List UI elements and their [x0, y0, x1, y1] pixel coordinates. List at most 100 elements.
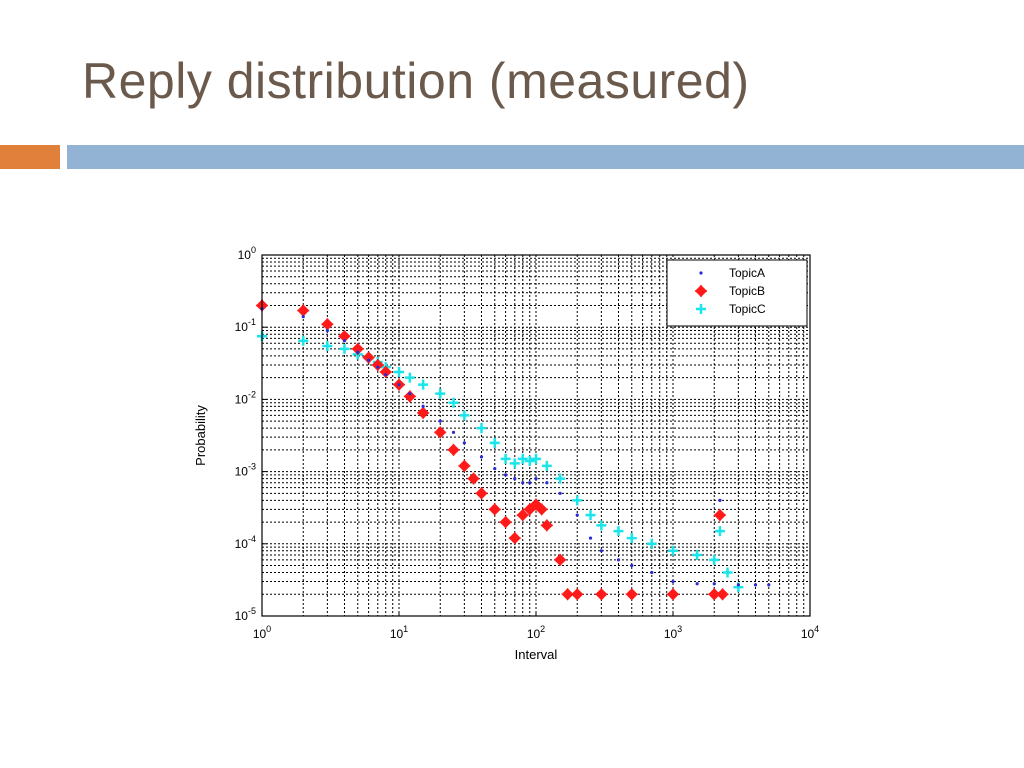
tick-label-exponent: 0	[266, 624, 271, 634]
data-point	[322, 340, 333, 351]
legend: TopicA TopicB TopicC	[666, 259, 808, 327]
tick-label-base: 10	[235, 465, 249, 479]
legend-item-topicb: TopicB	[694, 284, 765, 298]
data-point	[558, 491, 562, 495]
data-point	[646, 538, 657, 549]
tick-label-text: 101	[390, 624, 408, 641]
data-point	[367, 358, 371, 362]
data-point	[397, 383, 401, 387]
data-point	[528, 481, 532, 485]
data-point	[447, 443, 460, 456]
tick-label: 10-1	[235, 317, 256, 334]
tick-label-exponent: -5	[248, 606, 256, 616]
data-point	[767, 583, 771, 587]
x-axis-label: Interval	[515, 647, 558, 662]
data-point	[541, 460, 552, 471]
tick-label-base: 10	[801, 627, 815, 641]
tick-label: 10-5	[235, 606, 256, 623]
legend-label: TopicB	[729, 284, 765, 298]
tick-label-base: 10	[527, 627, 541, 641]
data-point	[500, 453, 511, 464]
tick-label-base: 10	[238, 248, 252, 262]
data-point	[384, 373, 388, 377]
tick-label-exponent: -3	[248, 462, 256, 472]
tick-label-exponent: 4	[814, 624, 819, 634]
tick-label-text: 100	[238, 245, 256, 262]
data-point	[722, 567, 733, 578]
tick-label-text: 103	[664, 624, 682, 641]
accent-bar-blue	[67, 145, 1024, 169]
data-point	[509, 458, 520, 469]
data-point	[650, 570, 654, 575]
data-point	[666, 588, 680, 601]
data-point	[713, 509, 726, 522]
data-point	[595, 588, 608, 601]
tick-label: 104	[801, 624, 819, 641]
data-point	[298, 335, 309, 346]
tick-label-text: 102	[527, 624, 545, 641]
data-point	[575, 513, 579, 517]
data-point	[301, 315, 305, 319]
data-point	[712, 582, 716, 586]
data-point	[459, 410, 470, 421]
data-point	[599, 549, 603, 553]
tick-label-exponent: -1	[248, 317, 256, 327]
data-point	[625, 588, 638, 601]
data-point	[716, 588, 729, 601]
data-point	[462, 441, 466, 445]
tick-label-exponent: -4	[248, 534, 256, 544]
legend-item-topica: TopicA	[699, 266, 765, 280]
slide-title: Reply distribution (measured)	[82, 53, 750, 109]
grid	[262, 255, 810, 616]
data-point	[695, 582, 699, 586]
series-topicb	[255, 299, 729, 601]
tick-label-text: 10-2	[235, 389, 256, 406]
tick-label: 100	[238, 245, 256, 262]
legend-item-topicc: TopicC	[696, 302, 766, 316]
data-point	[714, 526, 725, 537]
data-point	[451, 430, 456, 434]
data-point	[588, 536, 593, 540]
data-point	[699, 271, 703, 275]
data-point	[417, 406, 430, 419]
data-point	[438, 419, 442, 423]
data-point	[325, 328, 329, 333]
tick-label: 101	[390, 624, 408, 641]
data-point	[534, 476, 538, 481]
data-point	[339, 343, 350, 354]
tick-label-base: 10	[664, 627, 678, 641]
data-point	[394, 366, 404, 377]
data-point	[616, 558, 621, 562]
data-point	[488, 503, 501, 516]
data-point	[531, 453, 541, 464]
data-point	[435, 388, 446, 399]
data-point	[475, 487, 488, 500]
tick-label: 10-4	[235, 534, 256, 551]
tick-label-exponent: -2	[248, 389, 256, 399]
tick-label-base: 10	[390, 627, 404, 641]
tick-label: 103	[664, 624, 682, 641]
tick-label-base: 10	[253, 627, 267, 641]
data-point	[489, 437, 500, 448]
tick-label-text: 100	[253, 624, 271, 641]
data-point	[404, 372, 415, 383]
data-point	[555, 473, 566, 484]
data-point	[626, 533, 637, 544]
data-point	[585, 510, 596, 521]
data-point	[571, 588, 584, 601]
data-point	[630, 563, 634, 568]
legend-box	[666, 259, 808, 327]
data-point	[418, 379, 429, 390]
data-point	[718, 498, 722, 502]
data-point	[516, 509, 529, 522]
data-point	[572, 495, 583, 506]
tick-label-text: 10-4	[235, 534, 256, 551]
tick-label-base: 10	[235, 609, 249, 623]
tick-label-base: 10	[235, 537, 249, 551]
data-point	[523, 503, 536, 516]
y-axis-label: Probability	[193, 405, 208, 466]
tick-label-base: 10	[235, 320, 249, 334]
data-point	[554, 553, 567, 566]
legend-label: TopicA	[729, 266, 765, 280]
